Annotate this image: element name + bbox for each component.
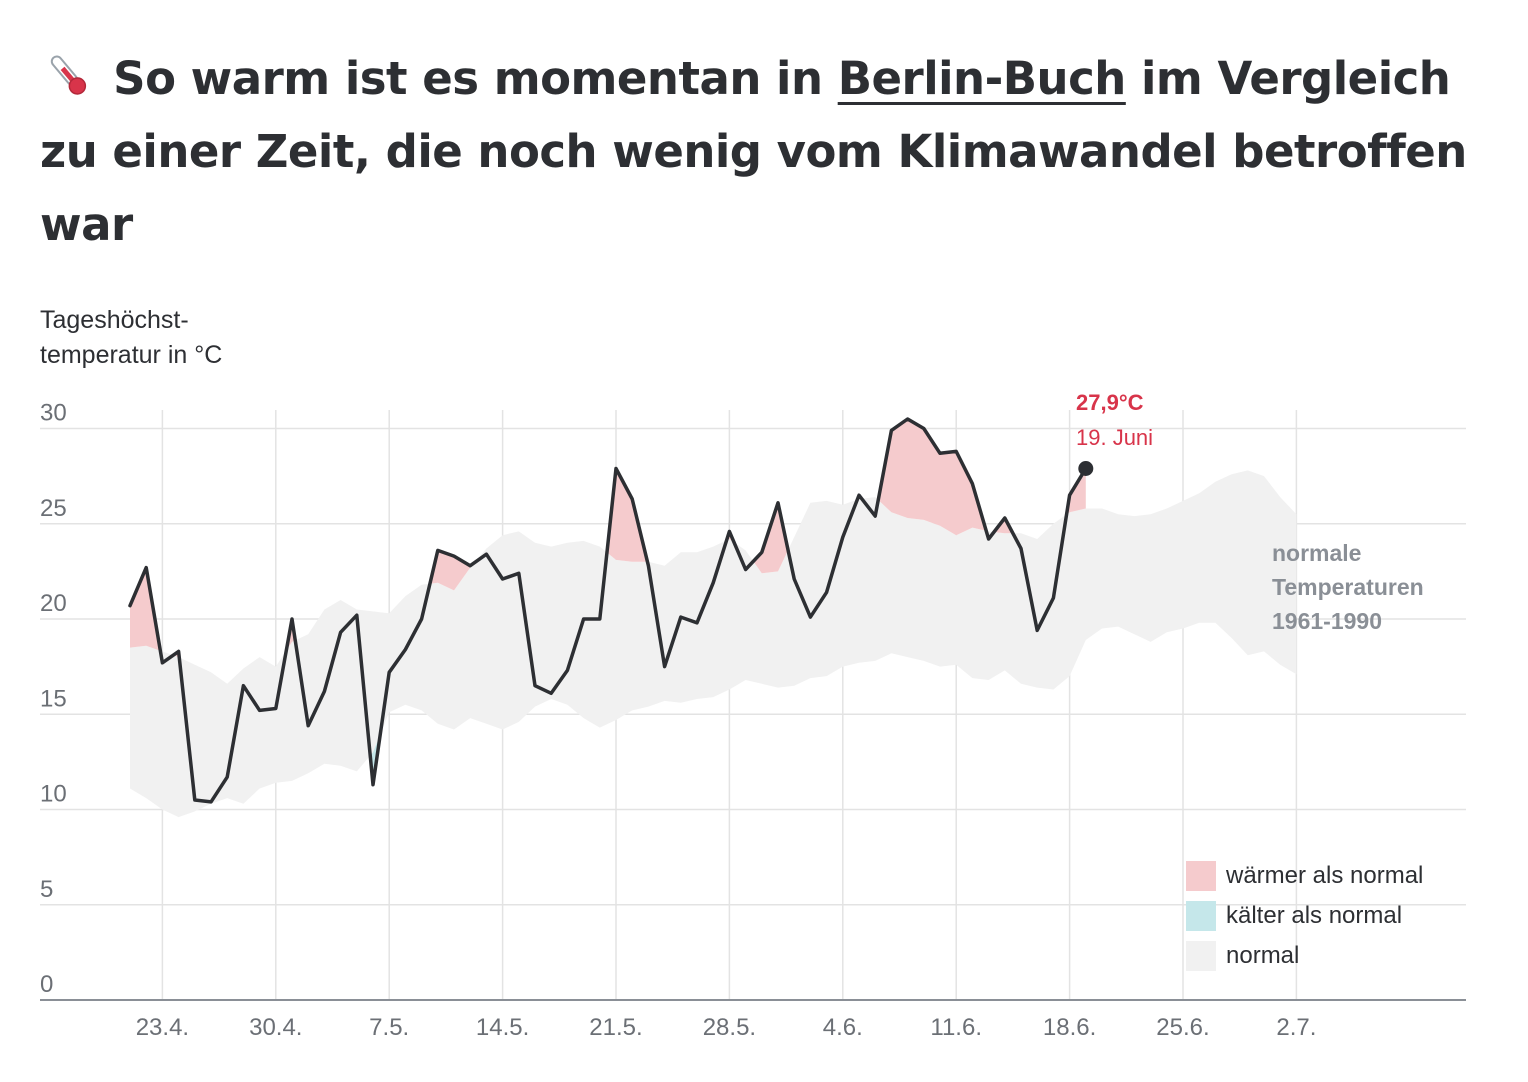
normal-band-label-line: 1961-1990 xyxy=(1272,608,1382,634)
warmer-area xyxy=(607,468,648,562)
y-tick-label: 15 xyxy=(40,685,67,712)
x-tick-label: 14.5. xyxy=(476,1014,529,1041)
normal-band-label-line: Temperaturen xyxy=(1272,574,1424,600)
observed-temperature-line xyxy=(128,417,1088,804)
warmer-area xyxy=(1066,468,1086,515)
legend-swatch-warmer xyxy=(1186,861,1216,891)
normal-band-label-line: normale xyxy=(1272,540,1362,566)
title-suffix: im Vergleich zu einer Zeit, die noch wen… xyxy=(40,52,1467,251)
y-tick-label: 25 xyxy=(40,495,67,522)
legend: wärmer als normal kälter als normal norm… xyxy=(1186,856,1423,976)
y-tick-label: 0 xyxy=(40,971,53,998)
legend-swatch-colder xyxy=(1186,901,1216,931)
current-temperature-label: 27,9°C xyxy=(1076,390,1144,415)
y-tick-label: 5 xyxy=(40,876,53,903)
x-tick-label: 30.4. xyxy=(249,1014,302,1041)
x-tick-label: 2.7. xyxy=(1276,1014,1316,1041)
y-axis-label: Tageshöchst- temperatur in °C xyxy=(40,303,222,373)
x-tick-label: 4.6. xyxy=(823,1014,863,1041)
thermometer-icon xyxy=(40,46,98,95)
x-tick-label: 21.5. xyxy=(589,1014,642,1041)
legend-item-colder: kälter als normal xyxy=(1186,896,1423,936)
x-tick-label: 7.5. xyxy=(369,1014,409,1041)
x-tick-label: 11.6. xyxy=(930,1014,982,1041)
x-tick-label: 23.4. xyxy=(136,1014,189,1041)
legend-swatch-normal xyxy=(1186,941,1216,971)
x-tick-label: 18.6. xyxy=(1043,1014,1096,1041)
warmer-area xyxy=(994,518,1013,534)
y-axis-label-line: Tageshöchst- xyxy=(40,306,189,334)
title-prefix: So warm ist es momentan in xyxy=(113,52,823,105)
normal-band xyxy=(130,470,1297,818)
normal-band-label: normale Temperaturen 1961-1990 xyxy=(1272,536,1424,638)
current-date-label: 19. Juni xyxy=(1076,425,1154,450)
legend-label-normal: normal xyxy=(1226,942,1300,969)
x-tick-label: 25.6. xyxy=(1156,1014,1209,1041)
page-title: So warm ist es momentan in Berlin-Buch i… xyxy=(40,42,1480,261)
current-value-marker xyxy=(1078,461,1094,477)
legend-item-warmer: wärmer als normal xyxy=(1186,856,1423,896)
warmer-area xyxy=(878,419,987,536)
x-tick-label: 28.5. xyxy=(703,1014,756,1041)
y-tick-label: 10 xyxy=(40,781,67,808)
warmer-area xyxy=(753,502,789,574)
legend-label-warmer: wärmer als normal xyxy=(1226,862,1424,889)
legend-label-colder: kälter als normal xyxy=(1226,902,1403,929)
warmer-area xyxy=(429,550,475,591)
y-tick-label: 30 xyxy=(40,400,67,427)
y-axis-label-line: temperatur in °C xyxy=(40,341,223,369)
legend-item-normal: normal xyxy=(1186,936,1423,976)
warmer-area xyxy=(130,567,161,651)
city-link[interactable]: Berlin-Buch xyxy=(837,52,1127,105)
y-tick-label: 20 xyxy=(40,590,67,617)
